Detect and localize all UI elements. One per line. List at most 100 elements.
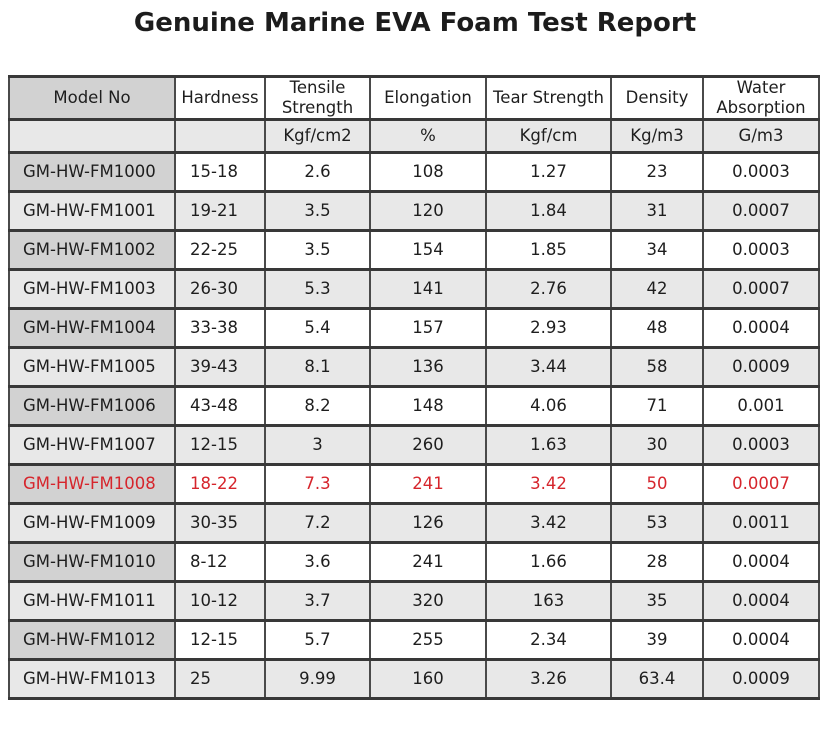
table-body: GM-HW-FM1000 15-18 2.6 108 1.27 23 0.0003 GM-HW… <box>8 150 820 700</box>
header-row: Model No Hardness Tensile Strength Elong… <box>8 75 820 121</box>
cell-water-absorption: 0.0003 <box>702 228 820 271</box>
table-row: GM-HW-FM1011 10-12 3.7 320 163 35 0.0004 <box>8 579 820 622</box>
cell-tensile-strength: 3 <box>264 423 371 466</box>
cell-hardness: 12-15 <box>174 618 266 661</box>
cell-hardness: 19-21 <box>174 189 266 232</box>
cell-tensile-strength: 5.3 <box>264 267 371 310</box>
cell-tear-strength: 1.63 <box>485 423 612 466</box>
cell-density: 71 <box>610 384 704 427</box>
cell-water-absorption: 0.0007 <box>702 462 820 505</box>
table-row: GM-HW-FM1004 33-38 5.4 157 2.93 48 0.0004 <box>8 306 820 349</box>
cell-tensile-strength: 3.6 <box>264 540 371 583</box>
cell-hardness: 18-22 <box>174 462 266 505</box>
col-header-tensile-strength: Tensile Strength <box>264 75 371 121</box>
col-header-model: Model No <box>8 75 176 121</box>
test-report-table: Model No Hardness Tensile Strength Elong… <box>8 75 820 700</box>
cell-density: 28 <box>610 540 704 583</box>
unit-hardness <box>174 117 266 154</box>
cell-tear-strength: 4.06 <box>485 384 612 427</box>
cell-elongation: 141 <box>369 267 487 310</box>
cell-model: GM-HW-FM1011 <box>8 579 176 622</box>
table-row: GM-HW-FM1005 39-43 8.1 136 3.44 58 0.0009 <box>8 345 820 388</box>
cell-water-absorption: 0.0004 <box>702 579 820 622</box>
cell-elongation: 241 <box>369 462 487 505</box>
cell-tear-strength: 2.93 <box>485 306 612 349</box>
cell-model: GM-HW-FM1001 <box>8 189 176 232</box>
table-row: GM-HW-FM1001 19-21 3.5 120 1.84 31 0.0007 <box>8 189 820 232</box>
table-row: GM-HW-FM1010 8-12 3.6 241 1.66 28 0.0004 <box>8 540 820 583</box>
cell-tear-strength: 3.26 <box>485 657 612 700</box>
cell-water-absorption: 0.0011 <box>702 501 820 544</box>
cell-hardness: 39-43 <box>174 345 266 388</box>
cell-elongation: 255 <box>369 618 487 661</box>
cell-tear-strength: 1.66 <box>485 540 612 583</box>
cell-tear-strength: 163 <box>485 579 612 622</box>
unit-tear-strength: Kgf/cm <box>485 117 612 154</box>
table-row: GM-HW-FM1002 22-25 3.5 154 1.85 34 0.0003 <box>8 228 820 271</box>
cell-hardness: 43-48 <box>174 384 266 427</box>
cell-elongation: 157 <box>369 306 487 349</box>
cell-hardness: 30-35 <box>174 501 266 544</box>
unit-tensile-strength: Kgf/cm2 <box>264 117 371 154</box>
cell-tear-strength: 3.44 <box>485 345 612 388</box>
cell-density: 31 <box>610 189 704 232</box>
col-header-water-absorption: Water Absorption <box>702 75 820 121</box>
cell-hardness: 8-12 <box>174 540 266 583</box>
cell-tensile-strength: 5.4 <box>264 306 371 349</box>
cell-density: 50 <box>610 462 704 505</box>
cell-model: GM-HW-FM1006 <box>8 384 176 427</box>
cell-water-absorption: 0.0003 <box>702 423 820 466</box>
cell-density: 23 <box>610 150 704 193</box>
cell-tear-strength: 2.34 <box>485 618 612 661</box>
cell-hardness: 12-15 <box>174 423 266 466</box>
cell-model: GM-HW-FM1013 <box>8 657 176 700</box>
table-row: GM-HW-FM1013 25 9.99 160 3.26 63.4 0.0009 <box>8 657 820 700</box>
page-title: Genuine Marine EVA Foam Test Report <box>133 8 697 38</box>
cell-model: GM-HW-FM1009 <box>8 501 176 544</box>
cell-model: GM-HW-FM1004 <box>8 306 176 349</box>
cell-water-absorption: 0.0009 <box>702 657 820 700</box>
table-row: GM-HW-FM1000 15-18 2.6 108 1.27 23 0.0003 <box>8 150 820 193</box>
cell-density: 63.4 <box>610 657 704 700</box>
cell-model: GM-HW-FM1002 <box>8 228 176 271</box>
cell-elongation: 154 <box>369 228 487 271</box>
table-row: GM-HW-FM1003 26-30 5.3 141 2.76 42 0.0007 <box>8 267 820 310</box>
cell-water-absorption: 0.001 <box>702 384 820 427</box>
cell-water-absorption: 0.0007 <box>702 267 820 310</box>
cell-model: GM-HW-FM1003 <box>8 267 176 310</box>
cell-density: 58 <box>610 345 704 388</box>
cell-tensile-strength: 8.2 <box>264 384 371 427</box>
cell-water-absorption: 0.0004 <box>702 618 820 661</box>
cell-density: 42 <box>610 267 704 310</box>
cell-elongation: 160 <box>369 657 487 700</box>
cell-tear-strength: 1.84 <box>485 189 612 232</box>
unit-model <box>8 117 176 154</box>
cell-tensile-strength: 7.2 <box>264 501 371 544</box>
cell-water-absorption: 0.0009 <box>702 345 820 388</box>
cell-model: GM-HW-FM1005 <box>8 345 176 388</box>
cell-tear-strength: 1.85 <box>485 228 612 271</box>
cell-elongation: 136 <box>369 345 487 388</box>
cell-tensile-strength: 3.5 <box>264 228 371 271</box>
cell-water-absorption: 0.0003 <box>702 150 820 193</box>
cell-tear-strength: 1.27 <box>485 150 612 193</box>
col-header-hardness: Hardness <box>174 75 266 121</box>
table-row: GM-HW-FM1007 12-15 3 260 1.63 30 0.0003 <box>8 423 820 466</box>
cell-hardness: 26-30 <box>174 267 266 310</box>
cell-density: 53 <box>610 501 704 544</box>
cell-tensile-strength: 3.7 <box>264 579 371 622</box>
unit-water-absorption: G/m3 <box>702 117 820 154</box>
cell-tensile-strength: 2.6 <box>264 150 371 193</box>
cell-elongation: 260 <box>369 423 487 466</box>
table-row: GM-HW-FM1006 43-48 8.2 148 4.06 71 0.001 <box>8 384 820 427</box>
cell-tensile-strength: 7.3 <box>264 462 371 505</box>
cell-tensile-strength: 5.7 <box>264 618 371 661</box>
cell-tear-strength: 2.76 <box>485 267 612 310</box>
cell-tensile-strength: 3.5 <box>264 189 371 232</box>
cell-hardness: 15-18 <box>174 150 266 193</box>
cell-elongation: 120 <box>369 189 487 232</box>
table-row: GM-HW-FM1009 30-35 7.2 126 3.42 53 0.0011 <box>8 501 820 544</box>
cell-density: 35 <box>610 579 704 622</box>
cell-tear-strength: 3.42 <box>485 501 612 544</box>
cell-density: 39 <box>610 618 704 661</box>
